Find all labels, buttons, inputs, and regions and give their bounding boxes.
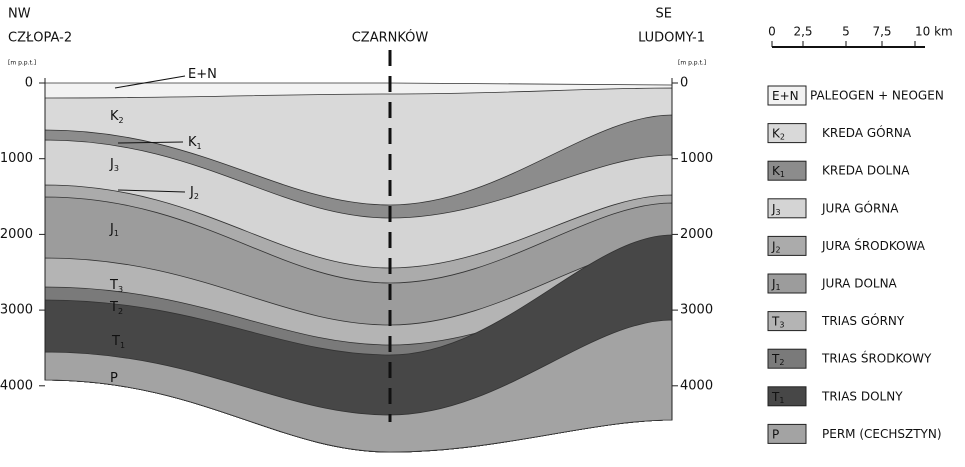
depth-tick-label: 4000 xyxy=(0,378,33,393)
depth-tick-label: 2000 xyxy=(0,227,33,242)
depth-tick-label: 3000 xyxy=(680,303,713,318)
layer-subscript: 2 xyxy=(119,116,124,125)
scale-label: 5 xyxy=(842,25,850,39)
layer-label: E+N xyxy=(188,67,217,82)
cross-section-figure: NW CZŁOPA-2 [m p.p.t.] CZARNKÓW SE LUDOM… xyxy=(0,0,965,467)
right-unit: [m p.p.t.] xyxy=(678,60,706,67)
legend-label: TRIAS GÓRNY xyxy=(821,313,905,328)
layer-symbol: E+N xyxy=(188,67,217,82)
layer-symbol: T xyxy=(111,334,120,349)
legend-label: KREDA DOLNA xyxy=(822,164,910,178)
legend-symbol-sub: 1 xyxy=(780,170,785,179)
legend-symbol-sub: 3 xyxy=(779,320,784,329)
depth-tick-label: 2000 xyxy=(680,227,713,242)
legend-symbol-sub: 1 xyxy=(779,395,784,404)
depth-tick-label: 1000 xyxy=(0,151,33,166)
legend-label: JURA ŚRODKOWA xyxy=(821,238,926,253)
legend-symbol-main: E+N xyxy=(772,89,799,103)
legend-symbol-sub: 2 xyxy=(780,132,785,141)
layer-symbol: P xyxy=(110,371,118,386)
legend-symbol-sub: 1 xyxy=(776,283,781,292)
layer-subscript: 3 xyxy=(114,164,119,173)
legend-label: JURA DOLNA xyxy=(821,277,898,291)
legend-symbol: P xyxy=(772,427,779,441)
legend-symbol-sub: 2 xyxy=(779,358,784,367)
layer-symbol: T xyxy=(109,300,118,315)
legend-label: PERM (CECHSZTYN) xyxy=(822,427,942,441)
layer-subscript: 2 xyxy=(118,307,123,316)
right-direction: SE xyxy=(656,7,672,22)
layer-subscript: 3 xyxy=(118,285,123,294)
scale-label: 0 xyxy=(768,25,776,39)
legend-label: KREDA GÓRNA xyxy=(822,125,912,140)
left-direction: NW xyxy=(8,7,31,22)
scale-label: 7,5 xyxy=(872,25,891,39)
layer-subscript: 1 xyxy=(197,142,202,151)
center-well-name: CZARNKÓW xyxy=(352,30,429,46)
layer-subscript: 1 xyxy=(114,229,119,238)
legend-label: TRIAS ŚRODKOWY xyxy=(821,351,932,366)
depth-tick-label: 4000 xyxy=(680,378,713,393)
depth-tick-label: 0 xyxy=(680,76,688,91)
legend-label: TRIAS DOLNY xyxy=(821,389,903,403)
legend-label: JURA GÓRNA xyxy=(821,200,899,215)
scale-label: 10 km xyxy=(915,25,953,39)
legend-symbol-sub: 2 xyxy=(776,245,781,254)
depth-tick-label: 1000 xyxy=(680,151,713,166)
legend-label: PALEOGEN + NEOGEN xyxy=(810,89,944,103)
right-well-name: LUDOMY-1 xyxy=(638,31,705,46)
depth-tick-label: 0 xyxy=(25,76,33,91)
legend-symbol: E+N xyxy=(772,89,799,103)
layer-subscript: 1 xyxy=(120,341,125,350)
left-unit: [m p.p.t.] xyxy=(8,60,36,67)
scale-label: 2,5 xyxy=(793,25,812,39)
layer-subscript: 2 xyxy=(194,192,199,201)
depth-tick-label: 3000 xyxy=(0,303,33,318)
legend-symbol-sub: 3 xyxy=(776,207,781,216)
layer-symbol: T xyxy=(109,278,118,293)
left-well-name: CZŁOPA-2 xyxy=(8,31,72,46)
layer-label: P xyxy=(110,371,118,386)
legend-symbol-main: P xyxy=(772,427,779,441)
